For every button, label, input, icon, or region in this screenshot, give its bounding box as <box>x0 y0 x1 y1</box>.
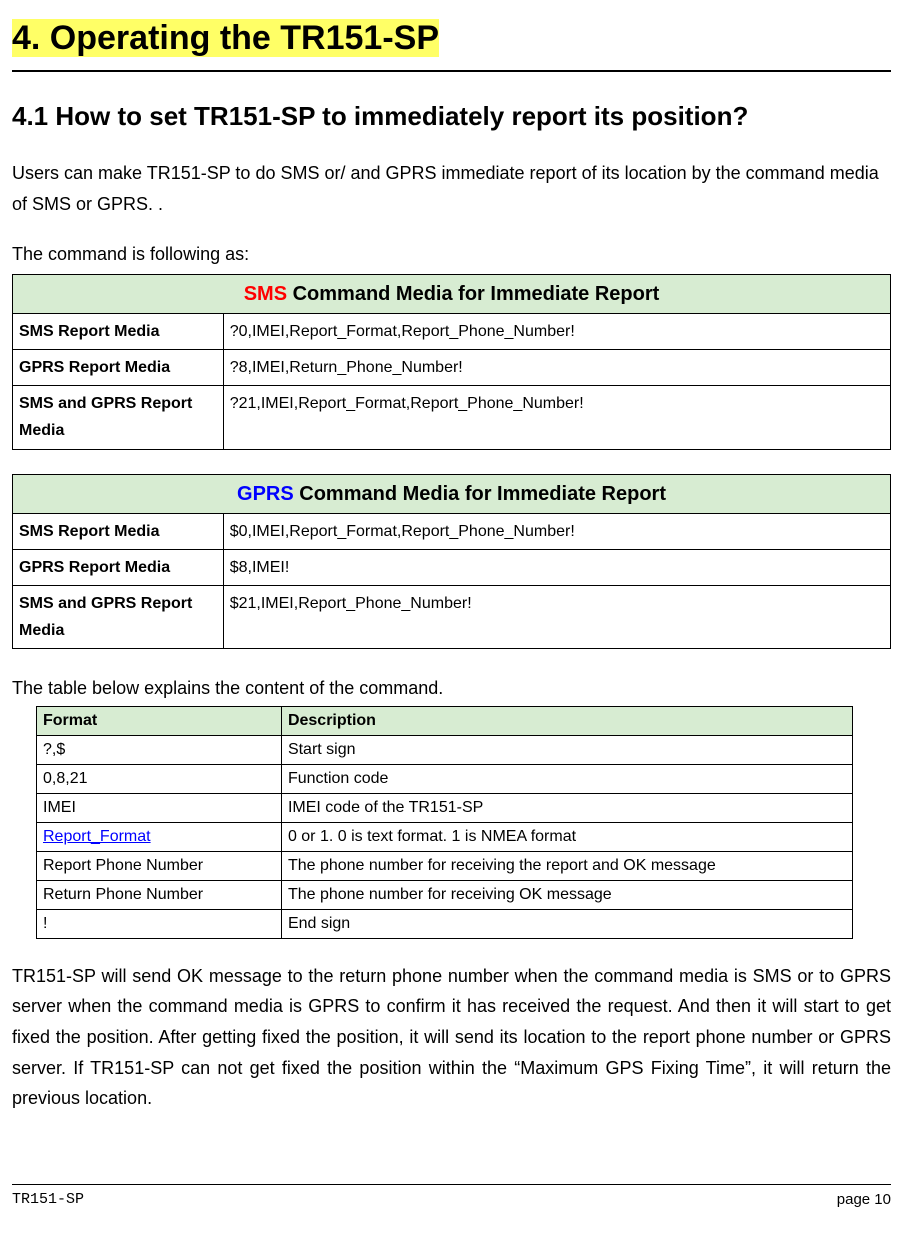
chapter-title-row: 4. Operating the TR151-SP <box>12 10 891 72</box>
row-label: SMS and GPRS Report Media <box>13 386 224 449</box>
row-label: GPRS Report Media <box>13 549 224 585</box>
gprs-prefix: GPRS <box>237 483 294 505</box>
desc-cell: Function code <box>281 764 853 793</box>
table-row: GPRS Report Media ?8,IMEI,Return_Phone_N… <box>13 349 891 385</box>
table-row: GPRS Report Media $8,IMEI! <box>13 549 891 585</box>
intro-paragraph: Users can make TR151-SP to do SMS or/ an… <box>12 158 891 219</box>
table-row: ! End sign <box>37 909 853 938</box>
desc-cell: The phone number for receiving the repor… <box>281 851 853 880</box>
format-cell: Report Phone Number <box>37 851 282 880</box>
row-value: $21,IMEI,Report_Phone_Number! <box>223 585 890 648</box>
gprs-header-rest: Command Media for Immediate Report <box>294 483 666 505</box>
desc-cell: IMEI code of the TR151-SP <box>281 793 853 822</box>
format-cell: IMEI <box>37 793 282 822</box>
row-label: GPRS Report Media <box>13 349 224 385</box>
table-row: SMS and GPRS Report Media $21,IMEI,Repor… <box>13 585 891 648</box>
footer-left: TR151-SP <box>12 1187 84 1213</box>
row-label: SMS Report Media <box>13 513 224 549</box>
gprs-command-table: GPRS Command Media for Immediate Report … <box>12 474 891 650</box>
row-label: SMS and GPRS Report Media <box>13 585 224 648</box>
sms-prefix: SMS <box>244 283 287 305</box>
command-intro: The command is following as: <box>12 239 891 270</box>
desc-cell: End sign <box>281 909 853 938</box>
table-row: Report Phone Number The phone number for… <box>37 851 853 880</box>
row-value: $8,IMEI! <box>223 549 890 585</box>
format-cell: ?,$ <box>37 735 282 764</box>
format-cell: Return Phone Number <box>37 880 282 909</box>
sms-header-rest: Command Media for Immediate Report <box>287 283 659 305</box>
table-row: SMS Report Media $0,IMEI,Report_Format,R… <box>13 513 891 549</box>
table-row: 0,8,21 Function code <box>37 764 853 793</box>
format-intro: The table below explains the content of … <box>12 673 891 704</box>
sms-command-table: SMS Command Media for Immediate Report S… <box>12 274 891 450</box>
desc-cell: The phone number for receiving OK messag… <box>281 880 853 909</box>
format-col-header: Format <box>37 706 282 735</box>
chapter-title: 4. Operating the TR151-SP <box>12 19 439 57</box>
format-cell: Report_Format <box>37 822 282 851</box>
desc-cell: Start sign <box>281 735 853 764</box>
section-title: 4.1 How to set TR151-SP to immediately r… <box>12 94 891 138</box>
format-cell: 0,8,21 <box>37 764 282 793</box>
closing-paragraph: TR151-SP will send OK message to the ret… <box>12 961 891 1114</box>
gprs-table-header: GPRS Command Media for Immediate Report <box>13 474 891 513</box>
row-label: SMS Report Media <box>13 313 224 349</box>
page-footer: TR151-SP page 10 <box>12 1184 891 1213</box>
table-row: SMS Report Media ?0,IMEI,Report_Format,R… <box>13 313 891 349</box>
format-cell: ! <box>37 909 282 938</box>
table-row: Report_Format 0 or 1. 0 is text format. … <box>37 822 853 851</box>
row-value: ?0,IMEI,Report_Format,Report_Phone_Numbe… <box>223 313 890 349</box>
desc-cell: 0 or 1. 0 is text format. 1 is NMEA form… <box>281 822 853 851</box>
table-row: SMS and GPRS Report Media ?21,IMEI,Repor… <box>13 386 891 449</box>
sms-table-header: SMS Command Media for Immediate Report <box>13 274 891 313</box>
report-format-link[interactable]: Report_Format <box>43 828 151 845</box>
row-value: $0,IMEI,Report_Format,Report_Phone_Numbe… <box>223 513 890 549</box>
desc-col-header: Description <box>281 706 853 735</box>
row-value: ?21,IMEI,Report_Format,Report_Phone_Numb… <box>223 386 890 449</box>
table-row: Return Phone Number The phone number for… <box>37 880 853 909</box>
table-row: IMEI IMEI code of the TR151-SP <box>37 793 853 822</box>
format-table: Format Description ?,$ Start sign 0,8,21… <box>36 706 853 939</box>
row-value: ?8,IMEI,Return_Phone_Number! <box>223 349 890 385</box>
table-row: ?,$ Start sign <box>37 735 853 764</box>
footer-right: page 10 <box>837 1187 891 1213</box>
